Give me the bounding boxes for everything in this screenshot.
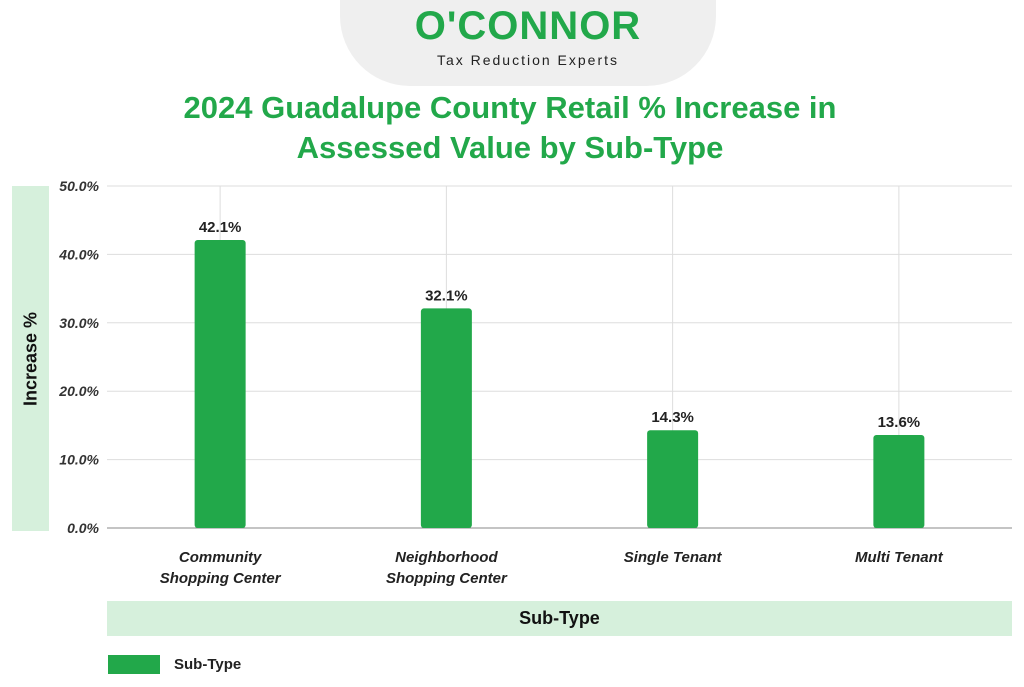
x-tick-label: Multi Tenant — [855, 549, 944, 566]
x-tick-label: Neighborhood — [395, 549, 498, 566]
legend-label: Sub-Type — [174, 656, 242, 673]
y-tick-label: 50.0% — [59, 178, 99, 194]
logo-banner: O'CONNOR Tax Reduction Experts — [340, 0, 716, 86]
y-tick-label: 40.0% — [58, 246, 99, 262]
bar-value-label: 13.6% — [878, 414, 921, 431]
chart-title-line-1: 2024 Guadalupe County Retail % Increase … — [183, 90, 837, 125]
chart-title-line-2: Assessed Value by Sub-Type — [296, 130, 724, 165]
legend: Sub-Type — [108, 655, 241, 674]
y-tick-label: 30.0% — [59, 315, 99, 331]
bar — [647, 430, 699, 528]
logo-wordmark: O'CONNOR — [414, 4, 642, 48]
y-tick-label: 0.0% — [67, 520, 99, 536]
bar-value-label: 32.1% — [425, 287, 468, 304]
x-tick-label: Shopping Center — [386, 570, 508, 587]
y-tick-label: 10.0% — [59, 452, 99, 468]
bar — [873, 434, 925, 528]
x-tick-label: Shopping Center — [160, 570, 282, 587]
x-tick-label: Community — [179, 549, 262, 566]
bar-chart: 0.0% 10.0% 20.0% 30.0% 40.0% 50.0% 42.1% Commun… — [58, 178, 1012, 587]
bar-value-label: 14.3% — [651, 409, 694, 426]
x-tick-label: Single Tenant — [624, 549, 723, 566]
y-axis-label-band: Increase % — [12, 186, 49, 531]
bar — [420, 308, 472, 528]
legend-swatch — [108, 655, 160, 674]
x-axis-label-band: Sub-Type — [107, 601, 1012, 636]
x-axis-label: Sub-Type — [519, 608, 600, 628]
bar — [194, 240, 246, 528]
logo-tagline: Tax Reduction Experts — [436, 52, 620, 68]
bar-value-label: 42.1% — [199, 219, 242, 236]
y-tick-label: 20.0% — [58, 383, 99, 399]
